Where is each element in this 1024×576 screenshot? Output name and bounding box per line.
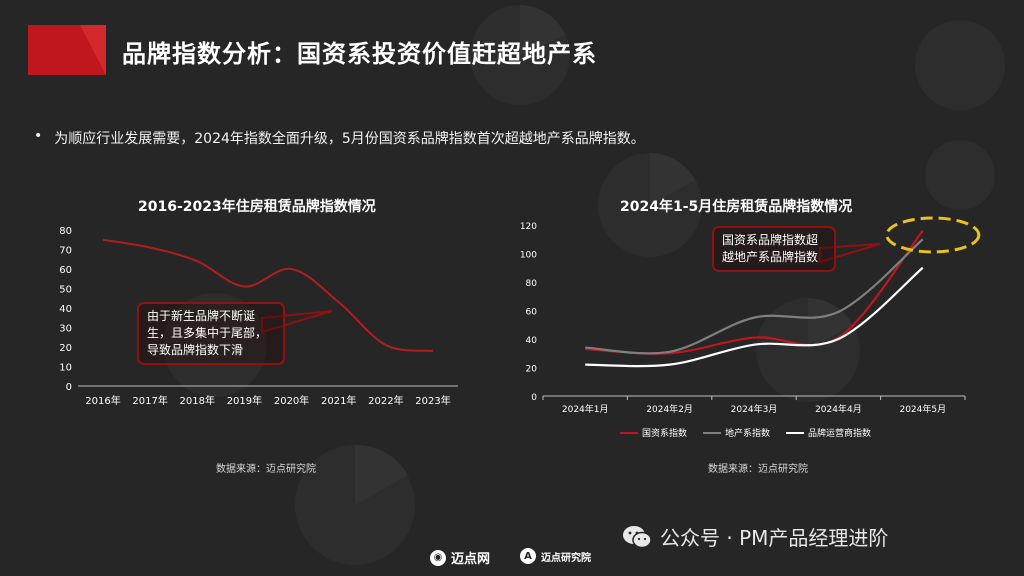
legend-swatch-operator bbox=[786, 431, 805, 434]
bullet-text: 为顺应行业发展需要，2024年指数全面升级，5月份国资系品牌指数首次超越地产系品… bbox=[54, 131, 645, 147]
right-chart-legend: 国资系指数 地产系指数 品牌运营商指数 bbox=[620, 426, 871, 439]
research-logo: A 迈点研究院 bbox=[520, 548, 591, 564]
x-tick-label: 2024年4月 bbox=[815, 403, 862, 415]
x-tick-label: 2018年 bbox=[180, 394, 215, 407]
wechat-icon bbox=[623, 525, 652, 548]
x-tick-label: 2016年 bbox=[85, 394, 120, 407]
legend-item-state: 国资系指数 bbox=[620, 426, 687, 439]
legend-label-state: 国资系指数 bbox=[642, 429, 688, 439]
right-chart-callout: 国资系品牌指数超越地产系品牌指数 bbox=[712, 226, 836, 272]
a-logo-icon: A bbox=[520, 548, 536, 564]
y-tick-label: 0 bbox=[531, 393, 537, 403]
y-tick-label: 50 bbox=[59, 285, 72, 296]
series-line-0 bbox=[102, 238, 434, 352]
x-tick-label: 2024年2月 bbox=[646, 403, 693, 415]
x-tick-label: 2021年 bbox=[321, 394, 356, 407]
bullet-point: • 为顺应行业发展需要，2024年指数全面升级，5月份国资系品牌指数首次超越地产… bbox=[34, 128, 645, 148]
bullet-mark: • bbox=[34, 128, 43, 144]
y-tick-label: 10 bbox=[59, 363, 72, 374]
left-callout-pointer bbox=[261, 310, 333, 334]
wechat-watermark: 公众号 · PM产品经理进阶 bbox=[622, 522, 888, 551]
x-tick-label: 2022年 bbox=[368, 394, 403, 407]
x-tick-label: 2017年 bbox=[132, 394, 167, 407]
right-chart-title: 2024年1-5月住房租赁品牌指数情况 bbox=[620, 199, 853, 215]
right-callout-pointer bbox=[819, 243, 881, 264]
series-line-2 bbox=[585, 266, 924, 368]
logo1-text: 迈点网 bbox=[451, 552, 491, 567]
legend-swatch-realestate bbox=[703, 431, 722, 434]
page-title: 品牌指数分析：国资系投资价值赶超地产系 bbox=[122, 40, 597, 68]
logo2-text: 迈点研究院 bbox=[541, 552, 591, 564]
y-tick-label: 20 bbox=[526, 365, 538, 375]
series-line-1 bbox=[585, 238, 924, 355]
y-tick-label: 70 bbox=[59, 246, 72, 257]
y-tick-label: 100 bbox=[520, 251, 537, 261]
y-tick-label: 80 bbox=[59, 226, 72, 237]
left-chart-callout: 由于新生品牌不断诞生，且多集中于尾部，导致品牌指数下滑 bbox=[137, 302, 285, 365]
x-tick-label: 2024年5月 bbox=[899, 403, 946, 415]
y-tick-label: 80 bbox=[526, 279, 538, 289]
legend-item-operator: 品牌运营商指数 bbox=[786, 426, 871, 439]
x-tick-label: 2019年 bbox=[227, 394, 262, 407]
left-chart-source: 数据来源：迈点研究院 bbox=[216, 464, 316, 475]
left-chart-title: 2016-2023年住房租赁品牌指数情况 bbox=[138, 199, 376, 215]
legend-label-operator: 品牌运营商指数 bbox=[808, 429, 872, 439]
legend-label-realestate: 地产系指数 bbox=[725, 429, 771, 439]
watermark-text: 公众号 · PM产品经理进阶 bbox=[660, 526, 889, 550]
x-tick-label: 2020年 bbox=[274, 394, 309, 407]
y-tick-label: 120 bbox=[520, 222, 537, 232]
legend-swatch-state bbox=[620, 431, 638, 434]
x-tick-label: 2023年 bbox=[415, 394, 450, 407]
maidian-logo: ◉ 迈点网 bbox=[430, 548, 490, 567]
y-tick-label: 30 bbox=[59, 324, 72, 335]
x-tick-label: 2024年1月 bbox=[562, 403, 609, 415]
y-tick-label: 40 bbox=[526, 336, 538, 346]
legend-item-realestate: 地产系指数 bbox=[703, 426, 770, 439]
circle-logo-icon: ◉ bbox=[430, 549, 446, 566]
title-accent-block bbox=[28, 25, 106, 75]
highlight-ellipse bbox=[885, 216, 981, 254]
y-tick-label: 20 bbox=[59, 343, 72, 354]
x-tick-label: 2024年3月 bbox=[731, 403, 778, 415]
y-tick-label: 0 bbox=[66, 382, 72, 393]
y-tick-label: 60 bbox=[59, 265, 72, 276]
y-tick-label: 60 bbox=[526, 308, 538, 318]
y-tick-label: 40 bbox=[59, 304, 72, 315]
right-chart-source: 数据来源：迈点研究院 bbox=[708, 464, 808, 475]
